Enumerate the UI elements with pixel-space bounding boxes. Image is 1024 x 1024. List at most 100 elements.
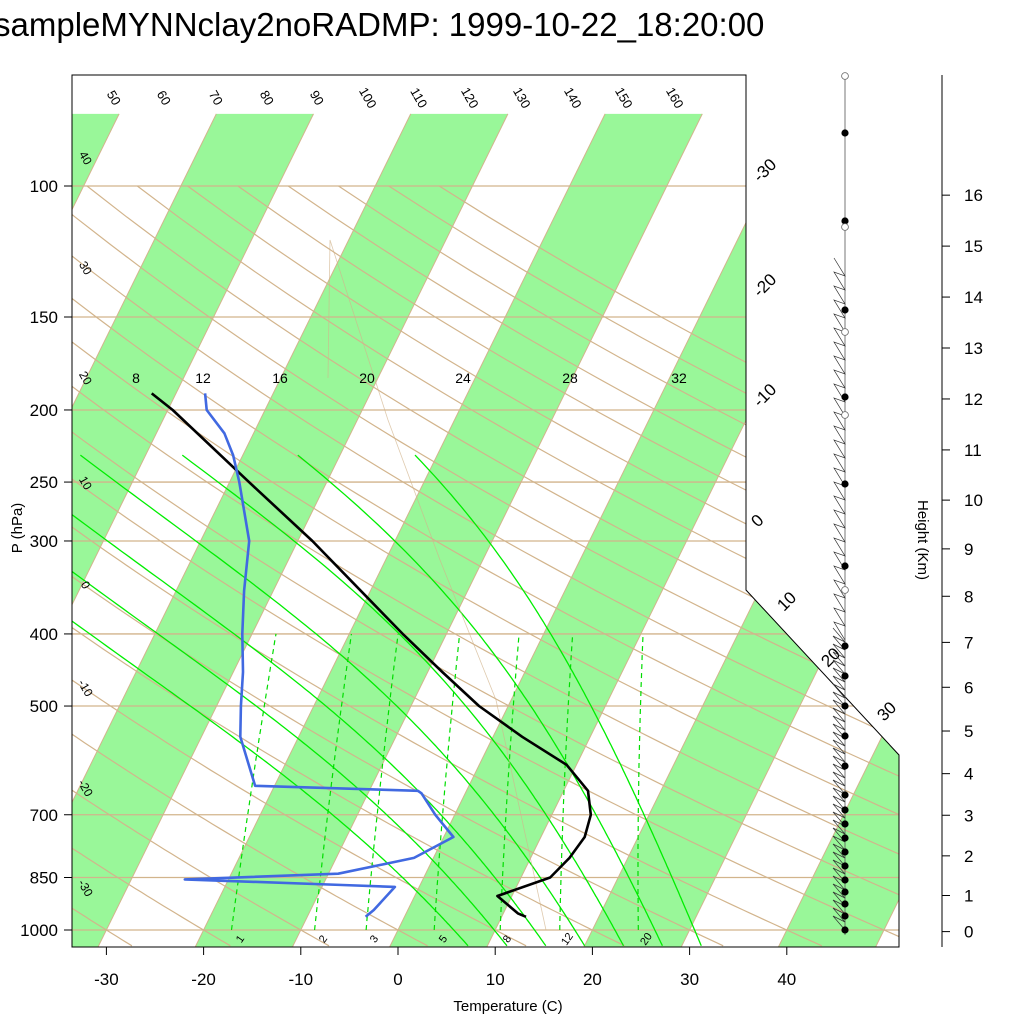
wind-dot [841, 217, 849, 225]
dry-adiabat [72, 185, 899, 947]
wind-dot [841, 888, 849, 896]
dry-adiabat-label: 130 [510, 85, 534, 111]
pressure-axis-title: P (hPa) [9, 503, 26, 554]
chart-title: sampleMYNNclay2noRADMP: 1999-10-22_18:20… [0, 6, 765, 43]
isotherm-label: -10 [749, 380, 780, 411]
isotherm-label: 30 [873, 698, 900, 725]
pressure-tick-label: 150 [30, 308, 58, 327]
isotherm-label: 0 [747, 511, 767, 531]
height-tick-label: 6 [964, 678, 973, 697]
mixing-ratio-line [230, 633, 277, 931]
pressure-tick-label: 700 [30, 806, 58, 825]
moist-adiabat [72, 454, 508, 947]
wind-dot [841, 876, 849, 884]
height-tick-label: 0 [964, 923, 973, 942]
wind-dot [841, 806, 849, 814]
pressure-tick-label: 400 [30, 625, 58, 644]
moist-adiabat-label: 16 [272, 370, 288, 386]
height-tick-label: 9 [964, 540, 973, 559]
mixing-ratio-label: 20 [638, 931, 655, 948]
dry-adiabat [72, 185, 724, 947]
wind-dot [841, 926, 849, 934]
isotherm-line [72, 113, 314, 947]
isotherm-line [72, 113, 412, 947]
mixing-ratio-label: 5 [437, 933, 450, 945]
dry-adiabats [72, 185, 899, 947]
moist-adiabat-label: 24 [455, 370, 471, 386]
mixing-ratio-line [365, 633, 399, 931]
wind-dot [841, 900, 849, 908]
pressure-tick-label: 1000 [20, 921, 58, 940]
isotherm-band [174, 113, 703, 947]
parcel-reference-line [327, 239, 547, 931]
wind-dot [841, 912, 849, 920]
mixing-ratio-line [314, 633, 352, 931]
dry-adiabat-label: 30 [76, 259, 95, 278]
x-tick-label: 10 [486, 970, 505, 989]
wind-dot [841, 306, 849, 314]
wind-dot [841, 762, 849, 770]
dry-adiabat-label: 60 [154, 88, 174, 108]
moist-adiabat [181, 454, 625, 947]
dry-adiabat-label: 20 [76, 369, 95, 388]
wind-dot [841, 480, 849, 488]
height-tick-label: 12 [964, 390, 983, 409]
dry-adiabat [86, 185, 899, 947]
dry-adiabat [72, 185, 428, 947]
x-tick-label: -10 [289, 970, 314, 989]
pressure-tick-label: 250 [30, 473, 58, 492]
wind-dot [841, 862, 849, 870]
dewpoint-profile [183, 393, 455, 918]
x-tick-label: -30 [94, 970, 119, 989]
x-tick-label: -20 [191, 970, 216, 989]
isotherm-label: -30 [749, 155, 780, 186]
isotherm-band [757, 113, 899, 947]
moist-adiabat-label: 32 [671, 370, 687, 386]
height-tick-label: 15 [964, 237, 983, 256]
height-tick-label: 10 [964, 491, 983, 510]
wind-dot [841, 820, 849, 828]
wind-dot [841, 672, 849, 680]
dry-adiabat-label: 150 [612, 85, 636, 111]
mixing-ratio-label: 3 [368, 933, 381, 945]
height-tick-label: 14 [964, 288, 983, 307]
height-axis-title: Height (Km) [914, 500, 931, 580]
diagram-labels: 50 60 70 80 90 100 110 120 130 140 150 160403020100… [75, 85, 900, 948]
dry-adiabat [72, 185, 899, 947]
wind-dot [841, 732, 849, 740]
moist-adiabat-label: 28 [562, 370, 578, 386]
isotherm-band [72, 113, 314, 947]
mixing-ratio-label: 12 [559, 931, 576, 948]
wind-dot [841, 848, 849, 856]
dry-adiabat-label: 70 [206, 88, 226, 108]
parcel-line [327, 239, 547, 931]
x-tick-label: 30 [680, 970, 699, 989]
mixing-ratio-label: 1 [234, 933, 247, 945]
moist-adiabat-label: 8 [132, 370, 140, 386]
dry-adiabat [72, 185, 899, 947]
height-tick-label: 5 [964, 722, 973, 741]
mixing-ratio-lines [230, 633, 644, 931]
dry-adiabat [72, 185, 823, 947]
sounding-profiles [150, 392, 593, 918]
isotherm-label: 20 [817, 644, 844, 671]
pressure-tick-label: 850 [30, 868, 58, 887]
moist-adiabat [72, 454, 547, 947]
moist-adiabat [414, 454, 702, 947]
dry-adiabat-label: 100 [356, 85, 380, 111]
dry-adiabat [72, 185, 899, 947]
height-tick-label: 11 [964, 441, 982, 460]
dry-adiabat [72, 185, 899, 947]
dry-adiabat [72, 185, 899, 947]
moist-adiabat [297, 454, 663, 947]
pressure-tick-label: 300 [30, 532, 58, 551]
isotherm-label: 10 [773, 588, 800, 615]
dry-adiabat-label: 160 [663, 85, 687, 111]
dry-adiabat-label: 80 [257, 88, 277, 108]
wind-dot-open [841, 223, 849, 231]
isotherm-line [76, 113, 509, 947]
dry-adiabat [72, 185, 899, 947]
moist-adiabat [80, 454, 586, 947]
wind-dot [841, 393, 849, 401]
